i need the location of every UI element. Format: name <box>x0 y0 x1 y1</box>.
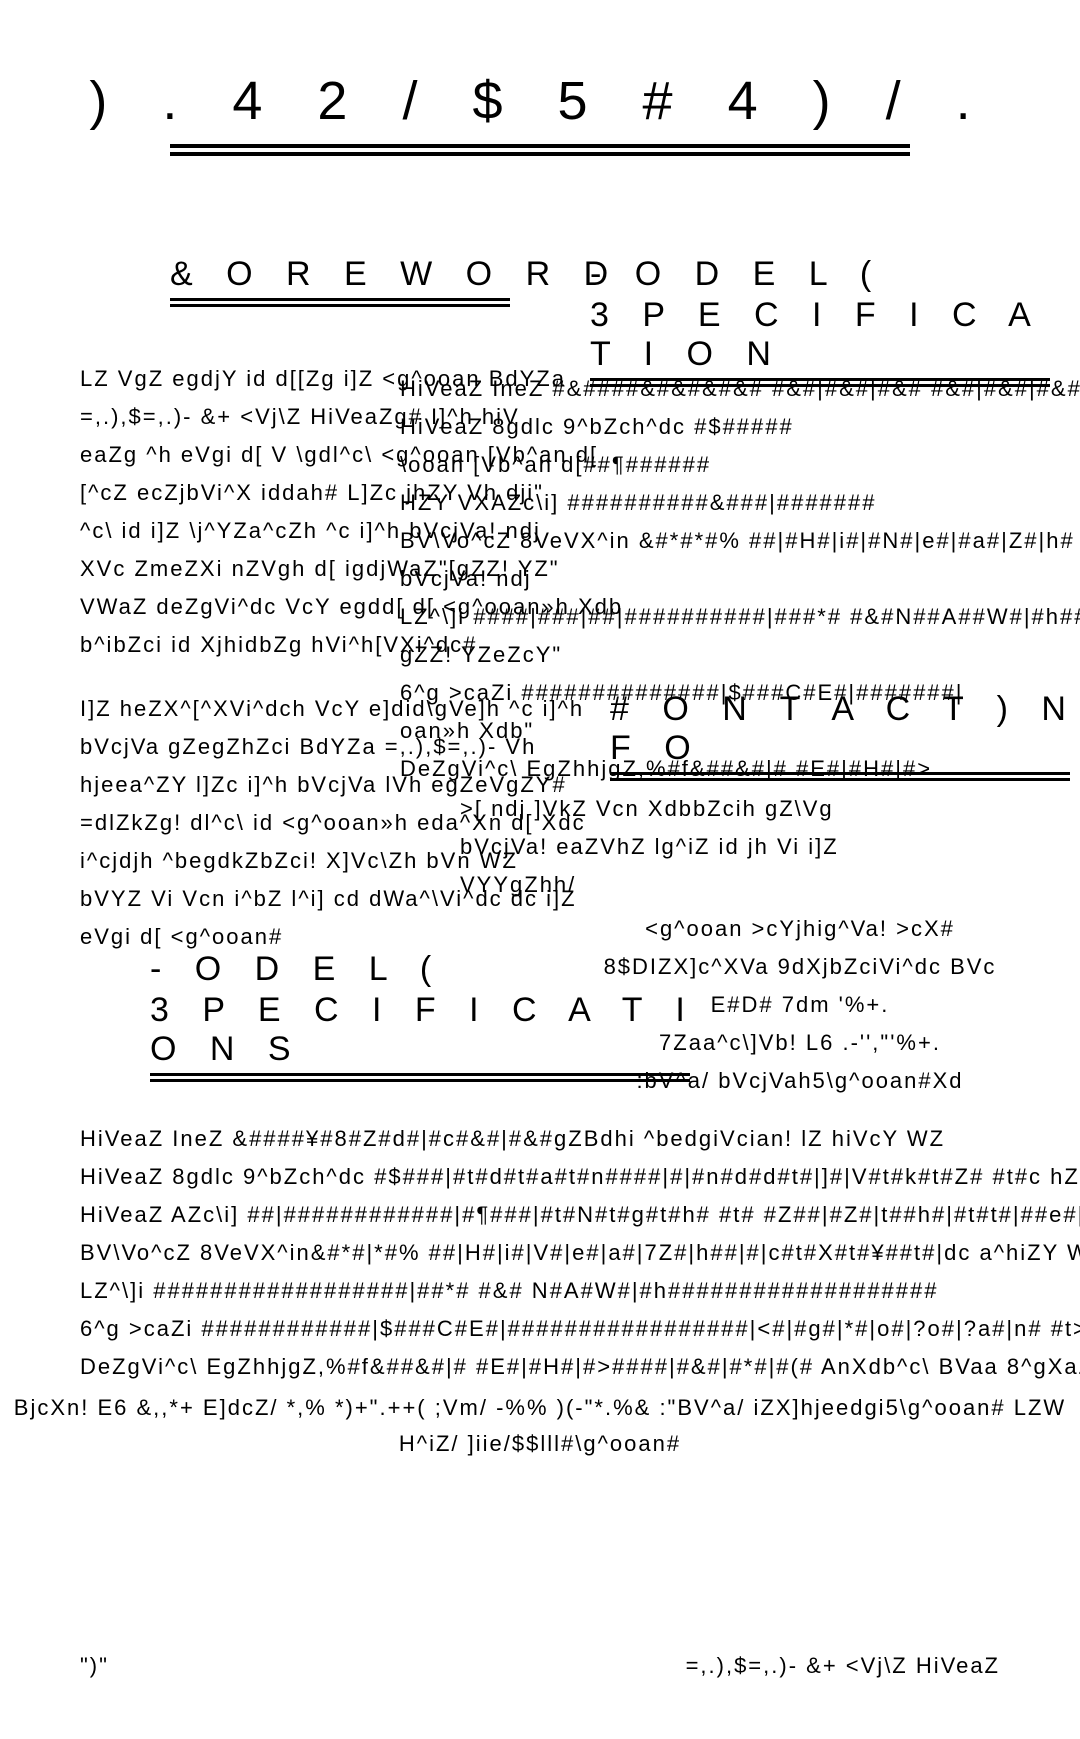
contact-body-1: >[ ndj ]VkZ Vcn XdbbZcih gZ\Vg bVcjVa! e… <box>460 790 1080 904</box>
page-footer: ")" =,.),$=,.)- &+ <Vj\Z HiVeaZ <box>80 1653 1000 1679</box>
spec-block-wide: HiVeaZ IneZ &####¥#8#Z#d#|#c#&#|#&#gZBdh… <box>80 1120 1080 1386</box>
model-spec-section-2: - O D E L ( 3 P E C I F I C A T I O N S <box>150 940 710 1082</box>
model-spec-section-1: - O D E L ( 3 P E C I F I C A T I O N <box>590 245 1080 387</box>
contact-section: # O N T A C T ) N F O <box>610 680 1080 781</box>
model-heading-2: - O D E L ( <box>150 950 710 989</box>
foreword-section: & O R E W O R D <box>170 245 620 307</box>
contact-heading: # O N T A C T ) N F O <box>610 690 1080 768</box>
model-heading-1: - O D E L ( <box>590 255 1080 294</box>
footer-page-number: ")" <box>80 1653 109 1679</box>
contact-center-block: BjcXn! E6 &,,*+ E]dcZ/ *,% *)+".++( ;Vm/… <box>0 1390 1080 1462</box>
spec-heading-1: 3 P E C I F I C A T I O N <box>590 296 1080 374</box>
page-title: ) . 4 2 / $ 5 # 4 ) / . <box>80 70 1000 132</box>
spec-heading-2: 3 P E C I F I C A T I O N S <box>150 991 710 1069</box>
foreword-heading: & O R E W O R D <box>170 255 620 294</box>
page-content: ) . 4 2 / $ 5 # 4 ) / . & O R E W O R D … <box>0 70 1080 156</box>
footer-model-label: =,.),$=,.)- &+ <Vj\Z HiVeaZ <box>686 1653 1000 1679</box>
title-rule <box>170 144 910 156</box>
